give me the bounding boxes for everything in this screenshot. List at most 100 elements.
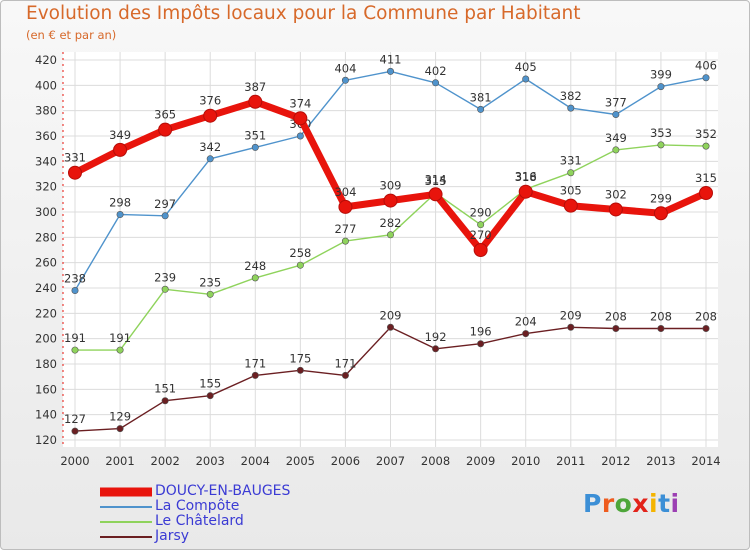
data-label-la-comp-te: 405 xyxy=(515,60,537,74)
data-label-le-ch-telard: 315 xyxy=(425,174,447,188)
data-point-jarsy xyxy=(522,330,530,338)
data-point-jarsy xyxy=(657,325,665,333)
data-label-jarsy: 192 xyxy=(425,330,447,344)
data-label-le-ch-telard: 191 xyxy=(64,331,86,345)
logo-letter: i xyxy=(670,489,680,518)
data-label-doucy-en-bauges: 314 xyxy=(425,172,447,186)
x-tick-label: 2007 xyxy=(376,454,405,468)
y-tick-label: 420 xyxy=(35,53,57,67)
data-point-doucy-en-bauges xyxy=(68,165,82,180)
x-tick-label: 2009 xyxy=(466,454,495,468)
x-tick-label: 2003 xyxy=(196,454,225,468)
logo-letter: o xyxy=(614,489,633,518)
data-point-jarsy xyxy=(567,323,575,331)
data-point-le-ch-telard xyxy=(161,285,169,293)
data-point-jarsy xyxy=(206,392,214,400)
x-tick-label: 2010 xyxy=(511,454,540,468)
data-label-jarsy: 208 xyxy=(650,310,672,324)
data-label-le-ch-telard: 352 xyxy=(695,127,717,141)
data-point-jarsy xyxy=(251,371,259,379)
x-tick-label: 2008 xyxy=(421,454,450,468)
data-point-doucy-en-bauges xyxy=(113,142,128,157)
legend-label: DOUCY-EN-BAUGES xyxy=(155,483,291,499)
data-label-doucy-en-bauges: 349 xyxy=(109,128,131,142)
legend-swatch xyxy=(100,535,152,538)
data-point-la-comp-te xyxy=(161,212,169,220)
data-point-jarsy xyxy=(386,323,394,331)
data-point-le-ch-telard xyxy=(251,274,259,282)
data-point-jarsy xyxy=(341,371,349,379)
data-label-la-comp-te: 402 xyxy=(425,64,447,78)
y-tick-label: 340 xyxy=(35,154,57,168)
data-label-doucy-en-bauges: 316 xyxy=(515,170,537,184)
data-label-jarsy: 171 xyxy=(244,356,266,370)
data-point-doucy-en-bauges xyxy=(699,186,713,200)
data-label-la-comp-te: 238 xyxy=(64,272,86,286)
data-label-le-ch-telard: 258 xyxy=(289,246,311,260)
data-label-la-comp-te: 381 xyxy=(470,90,492,104)
data-label-la-comp-te: 342 xyxy=(199,140,221,154)
data-label-la-comp-te: 382 xyxy=(560,89,582,103)
data-point-la-comp-te xyxy=(116,211,124,219)
data-point-la-comp-te xyxy=(477,105,485,113)
data-point-jarsy xyxy=(477,340,485,348)
data-point-la-comp-te xyxy=(71,287,79,295)
data-point-doucy-en-bauges xyxy=(248,94,263,109)
y-tick-label: 140 xyxy=(35,408,57,422)
data-label-doucy-en-bauges: 315 xyxy=(695,171,717,185)
data-point-jarsy xyxy=(296,366,304,374)
data-label-la-comp-te: 404 xyxy=(334,61,356,75)
data-label-le-ch-telard: 331 xyxy=(560,154,582,168)
data-label-le-ch-telard: 277 xyxy=(334,222,356,236)
data-label-doucy-en-bauges: 304 xyxy=(334,185,356,199)
data-label-le-ch-telard: 290 xyxy=(470,206,492,220)
data-point-la-comp-te xyxy=(522,75,530,83)
data-point-jarsy xyxy=(432,345,440,353)
data-label-doucy-en-bauges: 374 xyxy=(289,96,311,110)
proxiti-logo: Proxiti xyxy=(583,489,680,518)
data-point-le-ch-telard xyxy=(206,290,214,298)
data-point-jarsy xyxy=(71,427,79,435)
y-tick-label: 320 xyxy=(35,180,57,194)
data-label-la-comp-te: 351 xyxy=(244,128,266,142)
y-tick-label: 160 xyxy=(35,382,57,396)
data-point-le-ch-telard xyxy=(567,169,575,177)
data-label-le-ch-telard: 235 xyxy=(199,275,221,289)
data-point-doucy-en-bauges xyxy=(428,187,443,202)
data-point-la-comp-te xyxy=(702,74,710,82)
data-point-jarsy xyxy=(612,325,620,333)
data-label-la-comp-te: 406 xyxy=(695,59,717,73)
x-tick-label: 2004 xyxy=(241,454,270,468)
data-point-jarsy xyxy=(161,397,169,405)
data-point-doucy-en-bauges xyxy=(293,111,308,126)
data-label-doucy-en-bauges: 299 xyxy=(650,191,672,205)
data-point-le-ch-telard xyxy=(116,346,124,354)
data-label-jarsy: 171 xyxy=(334,356,356,370)
legend-label: Jarsy xyxy=(155,528,190,544)
data-label-doucy-en-bauges: 387 xyxy=(244,80,266,94)
data-label-la-comp-te: 377 xyxy=(605,95,627,109)
y-tick-label: 220 xyxy=(35,306,57,320)
x-tick-label: 2001 xyxy=(105,454,134,468)
legend-swatch xyxy=(100,487,152,496)
x-tick-label: 2005 xyxy=(286,454,315,468)
y-tick-label: 360 xyxy=(35,129,57,143)
data-point-la-comp-te xyxy=(612,110,620,118)
data-label-la-comp-te: 297 xyxy=(154,197,176,211)
data-label-doucy-en-bauges: 376 xyxy=(199,94,221,108)
data-label-jarsy: 209 xyxy=(560,308,582,322)
x-tick-label: 2011 xyxy=(556,454,585,468)
data-label-jarsy: 204 xyxy=(515,315,537,329)
data-point-la-comp-te xyxy=(296,132,304,140)
y-tick-label: 200 xyxy=(35,332,57,346)
data-point-doucy-en-bauges xyxy=(203,108,218,123)
data-label-le-ch-telard: 282 xyxy=(380,216,402,230)
data-label-jarsy: 209 xyxy=(380,308,402,322)
y-tick-label: 380 xyxy=(35,104,57,118)
data-label-doucy-en-bauges: 309 xyxy=(380,179,402,193)
data-label-doucy-en-bauges: 331 xyxy=(64,151,86,165)
data-point-doucy-en-bauges xyxy=(518,184,533,199)
legend-swatch xyxy=(100,520,152,523)
data-label-le-ch-telard: 349 xyxy=(605,131,627,145)
data-label-jarsy: 155 xyxy=(199,377,221,391)
